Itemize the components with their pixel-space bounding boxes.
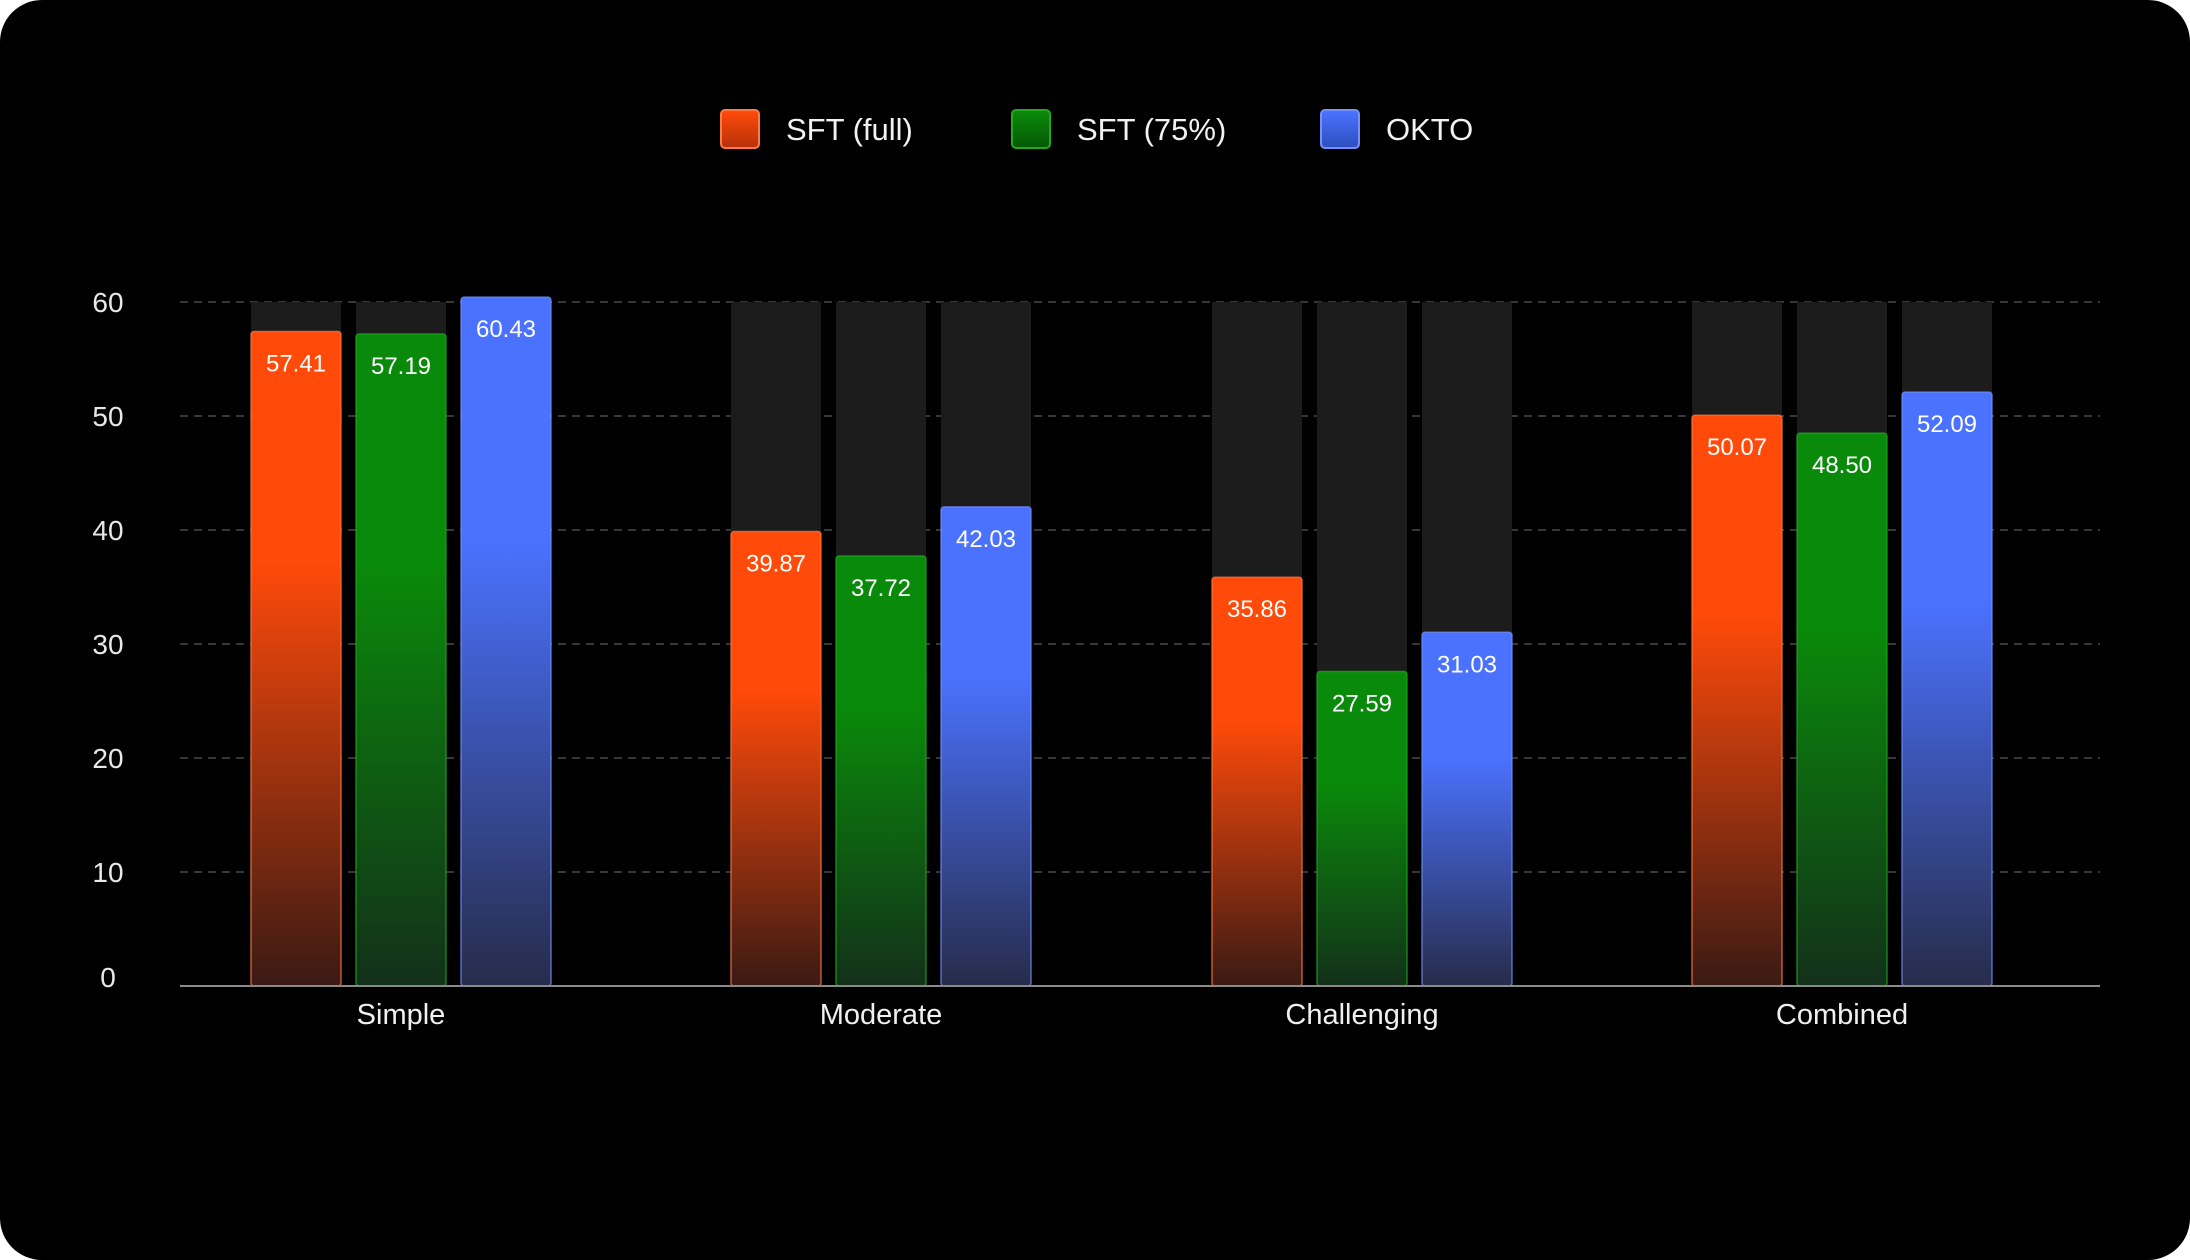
y-tick-label: 40 (92, 515, 123, 546)
bar-value-labels: 57.41 57.19 60.43 39.87 37.72 42.03 35.86 27.59… (266, 316, 1977, 717)
bar-value-label: 50.07 (1707, 434, 1767, 461)
bars (250, 296, 1993, 987)
bar (1421, 631, 1513, 987)
legend-label-okto: OKTO (1386, 112, 1474, 147)
bar (250, 330, 342, 987)
bar-value-label: 60.43 (476, 316, 536, 343)
bar (1211, 576, 1303, 987)
legend-swatch-okto (1320, 109, 1360, 149)
bar (730, 530, 822, 987)
bar (1901, 391, 1993, 987)
axes: 0 10 20 30 40 50 60 Simple Moderate Challenging Co… (92, 287, 2100, 1031)
y-tick-label: 50 (92, 401, 123, 432)
bar-value-label: 42.03 (956, 526, 1016, 553)
bar-value-label: 48.50 (1812, 452, 1872, 479)
bar-value-label: 57.19 (371, 353, 431, 380)
legend: SFT (full) SFT (75%) OKTO (0, 104, 2190, 156)
bar-value-label: 27.59 (1332, 690, 1392, 717)
y-tick-label: 0 (100, 962, 116, 993)
bar-value-label: 57.41 (266, 351, 326, 378)
bar (1796, 432, 1888, 987)
legend-swatch-sft-75 (1011, 109, 1051, 149)
bar (355, 333, 447, 987)
y-tick-label: 30 (92, 629, 123, 660)
bar-value-label: 52.09 (1917, 411, 1977, 438)
x-tick-label: Moderate (820, 999, 943, 1031)
bar-value-label: 35.86 (1227, 596, 1287, 623)
bar (940, 506, 1032, 987)
x-tick-label: Combined (1776, 999, 1908, 1031)
x-tick-label: Simple (357, 999, 446, 1031)
legend-label-sft-full: SFT (full) (786, 112, 913, 147)
bar-value-label: 37.72 (851, 575, 911, 602)
bar-value-label: 39.87 (746, 550, 806, 577)
bar-value-label: 31.03 (1437, 651, 1497, 678)
bar (460, 296, 552, 987)
bar (1691, 414, 1783, 987)
legend-label-sft-75: SFT (75%) (1077, 112, 1227, 147)
y-tick-label: 10 (92, 857, 123, 888)
bar (1316, 670, 1408, 987)
y-tick-label: 60 (92, 287, 123, 318)
y-tick-label: 20 (92, 743, 123, 774)
bar (835, 555, 927, 987)
legend-swatch-sft-full (720, 109, 760, 149)
x-tick-label: Challenging (1285, 999, 1438, 1031)
